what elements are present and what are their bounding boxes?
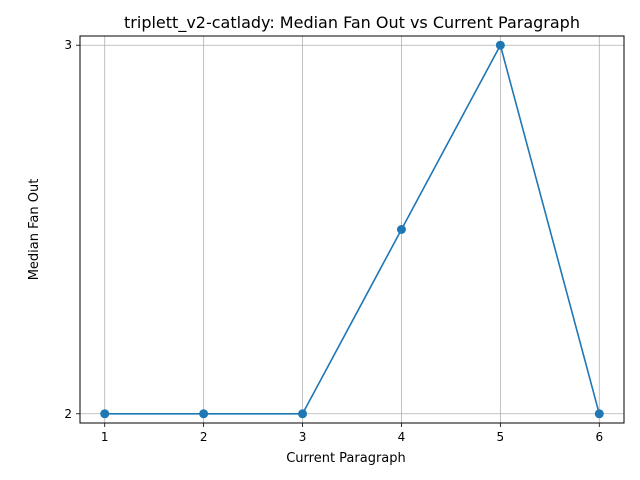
data-point <box>298 409 308 419</box>
y-tick-label: 2 <box>64 407 72 421</box>
axes-frame <box>79 35 625 424</box>
data-point <box>199 409 209 419</box>
x-tick-label: 4 <box>398 430 406 444</box>
data-series <box>100 40 604 419</box>
x-tick-label: 6 <box>595 430 603 444</box>
y-axis-label: Median Fan Out <box>27 179 42 281</box>
data-point <box>594 409 604 419</box>
series-line <box>104 44 601 415</box>
x-tick-label: 3 <box>299 430 307 444</box>
data-point <box>495 40 505 50</box>
data-point <box>100 409 110 419</box>
x-tick-label: 2 <box>200 430 208 444</box>
chart-title: triplett_v2-catlady: Median Fan Out vs C… <box>124 13 580 33</box>
x-tick-label: 1 <box>101 430 109 444</box>
x-axis-label: Current Paragraph <box>286 451 406 466</box>
x-tick-label: 5 <box>497 430 505 444</box>
y-tick-label: 3 <box>64 38 72 52</box>
data-point <box>396 225 406 234</box>
axis-ticks: 1 2 3 4 5 6 2 3 <box>64 38 603 444</box>
